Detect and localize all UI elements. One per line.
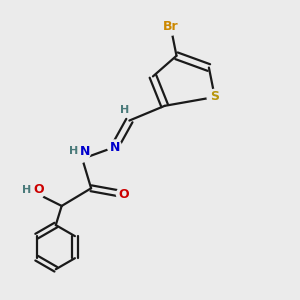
Text: S: S <box>210 91 219 103</box>
Text: O: O <box>33 183 44 196</box>
Circle shape <box>118 104 131 117</box>
Text: H: H <box>22 185 32 195</box>
Text: Br: Br <box>163 20 178 33</box>
Circle shape <box>207 89 222 105</box>
Circle shape <box>108 140 122 154</box>
Circle shape <box>162 17 179 35</box>
Text: N: N <box>110 141 120 154</box>
Text: N: N <box>80 145 90 158</box>
Circle shape <box>116 187 130 201</box>
Circle shape <box>22 178 45 201</box>
Text: H: H <box>69 146 78 157</box>
Text: O: O <box>118 188 129 201</box>
Circle shape <box>68 140 91 163</box>
Text: H: H <box>120 105 130 115</box>
